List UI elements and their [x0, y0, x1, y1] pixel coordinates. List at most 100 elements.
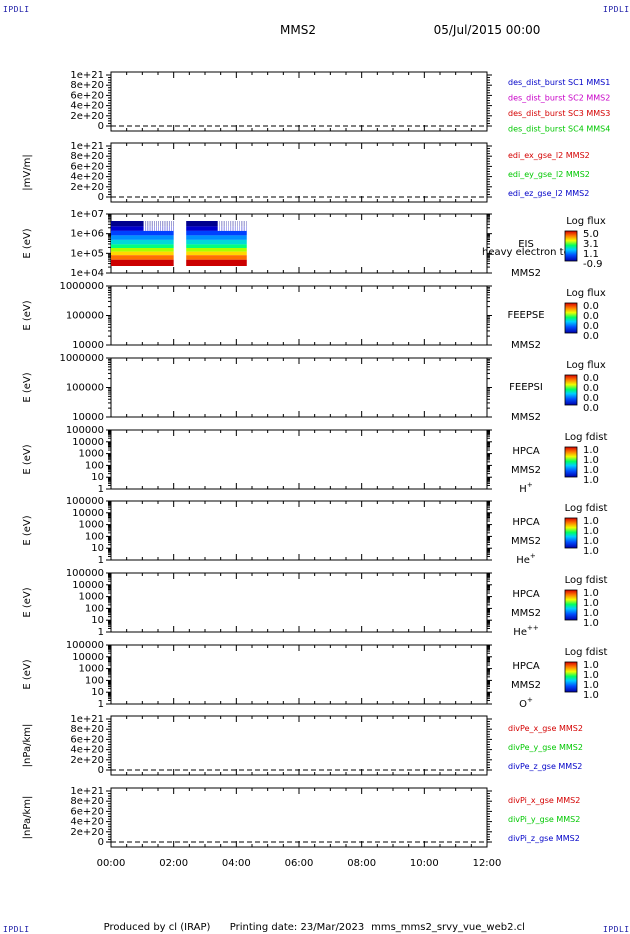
colorbar-value: 1.0	[583, 455, 599, 466]
y-tick-label: 1	[98, 627, 104, 638]
spacecraft-label: MMS2	[511, 608, 541, 619]
x-tick-label: 02:00	[159, 858, 188, 869]
x-tick-label: 12:00	[473, 858, 502, 869]
y-tick-label: 0	[98, 121, 104, 132]
instrument-label: HPCA	[512, 661, 540, 672]
mission-title: MMS2	[280, 23, 316, 37]
y-tick-label: 8e+20	[70, 80, 104, 91]
y-tick-label: 10	[91, 472, 104, 483]
y-tick-label: 1e+21	[70, 70, 104, 81]
footer-printing-date: Printing date: 23/Mar/2023	[230, 922, 365, 933]
colorbar-value: 1.0	[583, 608, 599, 619]
panel-frame	[110, 644, 488, 705]
y-axis-label: |nPa/km|	[22, 796, 33, 840]
plot-date: 05/Jul/2015 00:00	[434, 23, 541, 37]
y-tick-label: 1	[98, 699, 104, 710]
spectrogram-gap	[232, 221, 234, 231]
colorbar-value: 1.0	[583, 475, 599, 486]
panel-frame	[110, 787, 488, 848]
spectrogram-gap	[226, 221, 229, 231]
colorbar-title: Log flux	[566, 216, 606, 227]
panel-frame	[110, 572, 488, 633]
spectrogram-gap	[149, 221, 151, 231]
spacecraft-label: MMS2	[511, 268, 541, 279]
y-tick-label: 10000	[72, 508, 104, 519]
legend-entry: edi_ex_gse_l2 MMS2	[508, 151, 590, 160]
y-axis-label: E (eV)	[22, 659, 33, 689]
spectrogram-gap	[235, 221, 238, 231]
spectrogram-gap	[162, 221, 164, 231]
y-axis-label: E (eV)	[22, 587, 33, 617]
spectrogram-band	[111, 255, 174, 260]
spectrogram-gap	[168, 221, 170, 231]
footer-script-name: mms_mms2_srvy_vue_web2.cl	[371, 922, 525, 933]
panel-stack: 02e+204e+206e+208e+201e+21des_dist_burst…	[22, 70, 610, 848]
y-tick-label: 1e+07	[70, 209, 104, 220]
y-tick-label: 100000	[66, 496, 104, 507]
colorbar-value: 0.0	[583, 383, 599, 394]
y-tick-label: 6e+20	[70, 161, 104, 172]
species-base: He	[513, 627, 527, 638]
colorbar-value: 1.0	[583, 680, 599, 691]
instrument-label: FEEPSE	[507, 310, 544, 321]
colorbar-value: 1.0	[583, 465, 599, 476]
spectrogram-band	[111, 239, 174, 245]
legend-entry: des_dist_burst SC3 MMS3	[508, 109, 610, 118]
y-tick-label: 8e+20	[70, 796, 104, 807]
y-axis-label: E (eV)	[22, 515, 33, 545]
panel-frame	[110, 500, 488, 561]
colorbar-title: Log fdist	[565, 503, 608, 514]
spectrogram-band	[111, 251, 174, 256]
spectrogram-gap	[241, 221, 243, 231]
spectrogram-gap	[164, 221, 166, 231]
legend-entry: divPi_x_gse MMS2	[508, 796, 580, 805]
spectrogram-band	[186, 259, 247, 266]
spectrogram-band	[186, 248, 247, 252]
panel-frame	[110, 429, 488, 490]
colorbar-title: Log flux	[566, 360, 606, 371]
spectrogram-band	[186, 226, 247, 231]
spectrogram-band	[186, 221, 247, 227]
corner-mark-bottom-right: IPDLI	[603, 925, 630, 934]
colorbar-value: 0.0	[583, 311, 599, 322]
colorbar-value: 1.0	[583, 618, 599, 629]
y-tick-label: 1e+04	[70, 268, 104, 279]
spectrogram-gap	[143, 221, 146, 231]
y-axis-label: |mV/m|	[22, 154, 33, 190]
spectrogram-gap	[221, 221, 223, 231]
spacecraft-label: MMS2	[511, 536, 541, 547]
legend-entry: des_dist_burst SC2 MMS2	[508, 94, 610, 103]
spectrogram-gap	[156, 221, 159, 231]
spacecraft-label: MMS2	[511, 680, 541, 691]
colorbar-title: Log fdist	[565, 432, 608, 443]
colorbar-title: Log fdist	[565, 647, 608, 658]
y-axis-label: E (eV)	[22, 228, 33, 258]
spectrogram-band	[186, 255, 247, 260]
corner-mark-bottom-left: IPDLI	[3, 925, 30, 934]
panel-frame	[110, 357, 488, 418]
y-tick-label: 10000	[72, 652, 104, 663]
colorbar-value: -0.9	[583, 259, 603, 270]
y-axis-label: E (eV)	[22, 372, 33, 402]
x-tick-label: 06:00	[285, 858, 314, 869]
y-tick-label: 2e+20	[70, 827, 104, 838]
y-tick-label: 4e+20	[70, 745, 104, 756]
y-tick-label: 1e+06	[70, 229, 104, 240]
spectrogram-gap	[223, 221, 225, 231]
y-tick-label: 1e+21	[70, 141, 104, 152]
colorbar-value: 1.0	[583, 670, 599, 681]
y-tick-label: 4e+20	[70, 101, 104, 112]
colorbar-value: 1.0	[583, 516, 599, 527]
instrument-label: HPCA	[512, 517, 540, 528]
y-tick-label: 100000	[66, 425, 104, 436]
colorbar	[564, 374, 578, 406]
legend-entry: edi_ez_gse_l2 MMS2	[508, 189, 589, 198]
spacecraft-label: MMS2	[511, 340, 541, 351]
spectrogram-band	[111, 244, 174, 248]
y-tick-label: 100	[85, 531, 104, 542]
colorbar-title: Log flux	[566, 288, 606, 299]
